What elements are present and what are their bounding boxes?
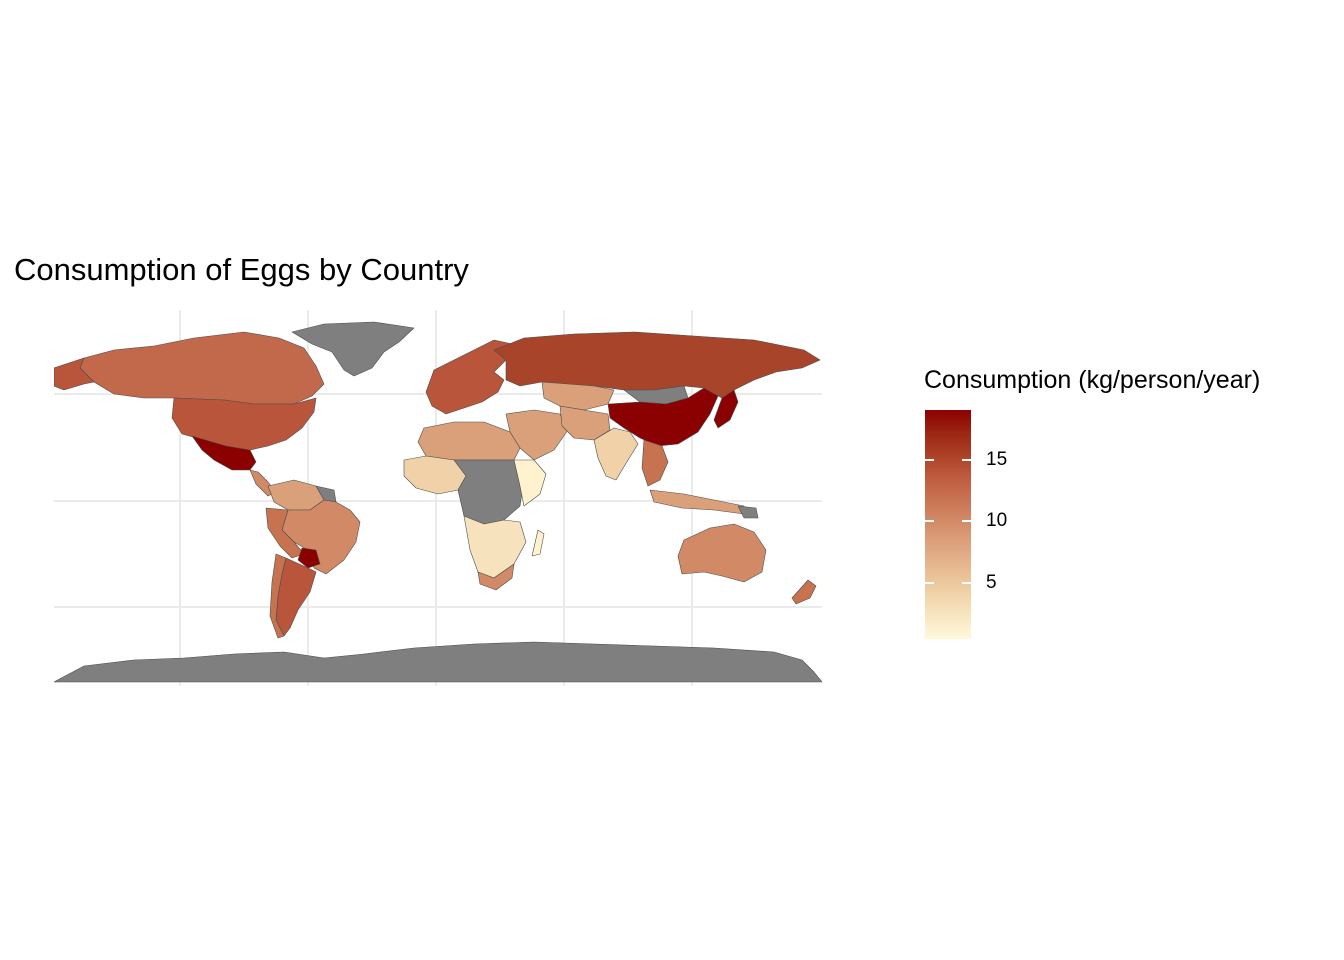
- legend-tick-label: 5: [986, 572, 997, 594]
- legend-title: Consumption (kg/person/year): [924, 366, 1261, 394]
- region-alaska: [54, 357, 95, 391]
- region-greenland: [291, 321, 415, 377]
- region-europe: [425, 339, 513, 415]
- region-antarctica: [54, 641, 822, 683]
- region-japan: [713, 389, 739, 429]
- region-northern-south-america: [267, 479, 325, 511]
- region-new-guinea: [737, 505, 759, 519]
- region-north-africa: [417, 421, 521, 461]
- region-china: [607, 387, 719, 447]
- legend-tick-label: 15: [986, 448, 1008, 470]
- region-australia: [677, 523, 767, 583]
- legend-colorbar: [925, 410, 971, 639]
- region-brazil: [281, 499, 361, 575]
- region-canada: [79, 331, 325, 405]
- region-southeast-asia: [641, 439, 669, 487]
- region-united-states: [171, 397, 317, 451]
- region-india: [593, 427, 639, 481]
- region-east-africa: [513, 459, 547, 507]
- region-new-zealand: [791, 579, 817, 605]
- region-central-africa: [453, 459, 525, 525]
- legend-tick-label: 10: [986, 510, 1008, 532]
- region-south-africa: [477, 563, 515, 591]
- chart-title: Consumption of Eggs by Country: [14, 252, 469, 287]
- region-madagascar: [531, 529, 545, 557]
- region-southern-africa: [463, 515, 527, 579]
- region-chile: [269, 553, 287, 639]
- world-map: [54, 310, 822, 686]
- region-paraguay: [297, 547, 321, 569]
- region-central-asia: [541, 381, 615, 411]
